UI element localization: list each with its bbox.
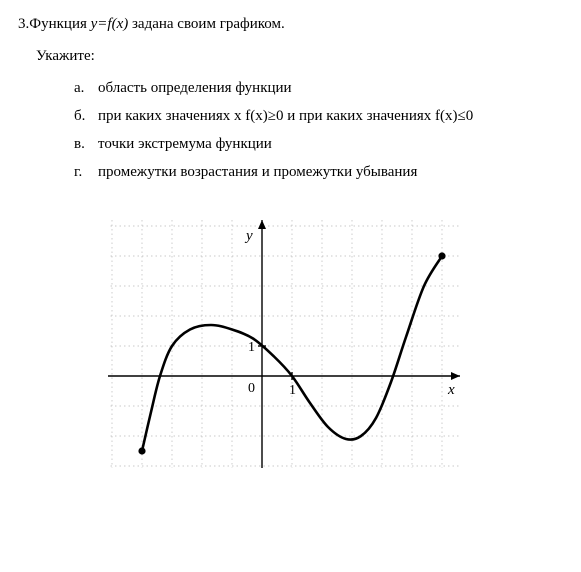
task-list: а. область определения функции б. при ка… bbox=[74, 76, 563, 184]
svg-text:1: 1 bbox=[289, 383, 296, 398]
list-marker: а. bbox=[74, 76, 98, 100]
list-item: в. точки экстремума функции bbox=[74, 132, 563, 156]
problem-number: 3. bbox=[18, 16, 29, 32]
problem-statement: 3.Функция y=f(x) задана своим графиком. bbox=[18, 12, 563, 36]
list-text: область определения функции bbox=[98, 76, 563, 100]
instruction: Укажите: bbox=[36, 44, 563, 68]
svg-text:1: 1 bbox=[248, 340, 255, 355]
problem-suffix: задана своим графиком. bbox=[128, 16, 285, 32]
list-marker: в. bbox=[74, 132, 98, 156]
graph-svg: 0 1 1 y x bbox=[108, 208, 468, 468]
svg-text:0: 0 bbox=[248, 381, 255, 396]
svg-text:x: x bbox=[447, 382, 455, 398]
function-graph: 0 1 1 y x bbox=[108, 208, 563, 468]
problem-func: y=f(x) bbox=[91, 16, 129, 32]
list-marker: б. bbox=[74, 104, 98, 128]
problem-prefix: Функция bbox=[29, 16, 90, 32]
list-text: при каких значениях x f(x)≥0 и при каких… bbox=[98, 104, 563, 128]
list-item: г. промежутки возрастания и промежутки у… bbox=[74, 160, 563, 184]
list-text: точки экстремума функции bbox=[98, 132, 563, 156]
list-marker: г. bbox=[74, 160, 98, 184]
list-item: а. область определения функции bbox=[74, 76, 563, 100]
list-text: промежутки возрастания и промежутки убыв… bbox=[98, 160, 563, 184]
list-item: б. при каких значениях x f(x)≥0 и при ка… bbox=[74, 104, 563, 128]
svg-text:y: y bbox=[244, 228, 253, 244]
